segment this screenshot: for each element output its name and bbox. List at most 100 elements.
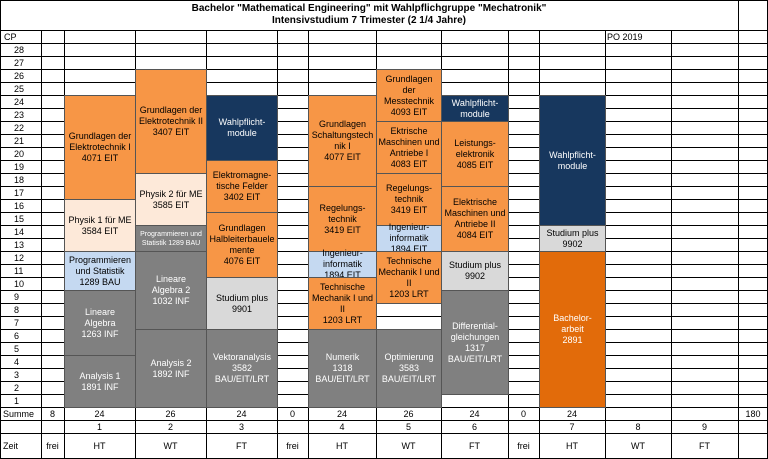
cp-row-label: 17	[14, 187, 25, 198]
module-label: Lineare Algebra 2 1032 INF	[151, 274, 191, 306]
trimester-period: frei	[517, 441, 530, 451]
cp-row-label: 25	[14, 83, 25, 94]
title-line-2: Intensivstudium 7 Trimester (2 1/4 Jahre…	[272, 15, 466, 26]
cp-row-label: 3	[14, 369, 20, 380]
module-label: Grundlagen der Elektrotechnik II 3407 EI…	[138, 105, 204, 137]
module-block: Grundlagen der Messtechnik 4093 EIT	[376, 69, 442, 122]
top-border	[0, 0, 768, 1]
module-block: Technische Mechanik I und II 1203 LRT	[308, 277, 377, 330]
column-sum: 24	[94, 408, 105, 419]
module-block: Elektrische Maschinen und Antriebe II 40…	[441, 186, 509, 252]
module-label: Physik 2 für ME 3585 EIT	[139, 188, 203, 210]
column-sum: 26	[403, 408, 414, 419]
module-label: Wahlpflicht- module	[218, 117, 266, 138]
module-block: Regelungs- technik 3419 EIT	[376, 173, 442, 226]
module-block: Analysis 1 1891 INF	[64, 355, 136, 408]
outer-border	[0, 0, 1, 459]
module-block: Grundlagen der Elektrotechnik I 4071 EIT	[64, 95, 136, 200]
cp-row-label: 16	[14, 200, 25, 211]
po-label: PO 2019	[607, 31, 643, 42]
trimester-period: FT	[236, 441, 247, 451]
trimester-period: FT	[469, 441, 480, 451]
column-line	[41, 30, 42, 459]
module-block: Ektrische Maschinen und Antriebe I 4083 …	[376, 121, 442, 174]
zeit-label: Zeit	[3, 441, 19, 451]
module-label: Studium plus 9902	[546, 227, 599, 249]
cp-row-label: 22	[14, 122, 25, 133]
module-block: Regelungs- technik 3419 EIT	[308, 186, 377, 252]
module-block: Vektoranalysis 3582 BAU/EIT/LRT	[206, 329, 278, 408]
column-line	[738, 0, 739, 459]
num-line	[0, 433, 768, 434]
trimester-period: frei	[286, 441, 299, 451]
module-block: Grundlagen Schaltungstech nik I 4077 EIT	[308, 95, 377, 187]
cp-row-label: 28	[14, 44, 25, 55]
trimester-number: 1	[96, 421, 102, 432]
module-block: Physik 2 für ME 3585 EIT	[135, 173, 207, 226]
module-label: Vektoranalysis 3582 BAU/EIT/LRT	[212, 352, 272, 384]
row-line	[0, 316, 768, 317]
title-line-1: Bachelor "Mathematical Engineering" mit …	[191, 3, 547, 14]
module-block: Lineare Algebra 1263 INF	[64, 290, 136, 356]
module-label: Analysis 1 1891 INF	[79, 370, 121, 392]
trimester-period: HT	[93, 441, 106, 451]
cp-row-label: 14	[14, 226, 25, 237]
module-label: Studium plus 9902	[448, 260, 502, 281]
trimester-period: FT	[699, 441, 710, 451]
module-block: Wahlpflicht- module	[206, 95, 278, 161]
cp-row-label: 6	[14, 330, 20, 341]
module-label: Analysis 2 1892 INF	[150, 357, 192, 379]
trimester-period: HT	[336, 441, 348, 451]
cp-row-label: 26	[14, 70, 25, 81]
header-line	[0, 30, 768, 31]
module-label: Technische Mechanik I und II 1203 LRT	[311, 281, 374, 325]
trimester-period: WT	[163, 441, 178, 451]
column-sum: 24	[236, 408, 247, 419]
module-block: Programmieren und Statistik 1289 BAU	[135, 225, 207, 252]
module-block: Studium plus 9901	[206, 277, 278, 330]
module-block: Studium plus 9902	[539, 225, 606, 252]
trimester-number: 3	[238, 421, 244, 432]
total-cp: 180	[745, 408, 761, 419]
module-label: Physik 1 für ME 3584 EIT	[68, 214, 132, 236]
module-label: Wahlpflicht- module	[451, 97, 499, 119]
cp-row-label: 12	[14, 252, 25, 263]
module-block: Ingenieur- informatik 1894 EIT	[376, 222, 442, 254]
column-sum	[671, 407, 738, 420]
module-label: Grundlagen Halbleiterbauele mente 4076 E…	[209, 223, 275, 266]
sum-line	[0, 420, 768, 421]
cp-row-label: 9	[14, 291, 20, 302]
column-line	[671, 30, 672, 459]
cp-row-label: 2	[14, 382, 20, 393]
cp-row-label: 5	[14, 343, 20, 354]
column-sum: 26	[165, 408, 176, 419]
cp-row-label: 18	[14, 174, 25, 185]
page-title: Bachelor "Mathematical Engineering" mit …	[0, 0, 738, 30]
cp-row-label: 27	[14, 57, 25, 68]
summe-label: Summe	[3, 408, 35, 419]
cp-row-label: 4	[14, 356, 20, 367]
cp-row-label: 13	[14, 239, 25, 250]
module-block: Wahlpflicht- module	[441, 95, 509, 122]
trimester-period: HT	[566, 441, 578, 451]
cp-row-label: 20	[14, 148, 25, 159]
module-label: Grundlagen der Messtechnik 4093 EIT	[383, 73, 435, 117]
trimester-period: frei	[46, 441, 59, 451]
cp-row-label: 11	[14, 265, 24, 276]
module-block: Differential- gleichungen 1317 BAU/EIT/L…	[441, 290, 509, 395]
column-sum: 8	[49, 408, 55, 419]
module-block: Technische Mechanik I und II 1203 LRT	[376, 251, 442, 304]
cp-row-label: 19	[14, 161, 25, 172]
column-sum: 0	[520, 408, 526, 419]
module-block: Elektromagne- tische Felder 3402 EIT	[206, 160, 278, 213]
column-sum: 24	[336, 408, 347, 419]
module-block: Analysis 2 1892 INF	[135, 329, 207, 408]
module-block: Bachelor- arbeit 2891	[539, 251, 606, 408]
module-label: Bachelor- arbeit 2891	[553, 313, 592, 345]
column-sum: 0	[289, 408, 295, 419]
module-label: Elektromagne- tische Felder 3402 EIT	[212, 170, 272, 202]
module-label: Numerik 1318 BAU/EIT/LRT	[315, 352, 370, 384]
module-label: Wahlpflicht- module	[549, 149, 596, 171]
module-block: Ingenieur- informatik 1894 EIT	[308, 248, 377, 280]
